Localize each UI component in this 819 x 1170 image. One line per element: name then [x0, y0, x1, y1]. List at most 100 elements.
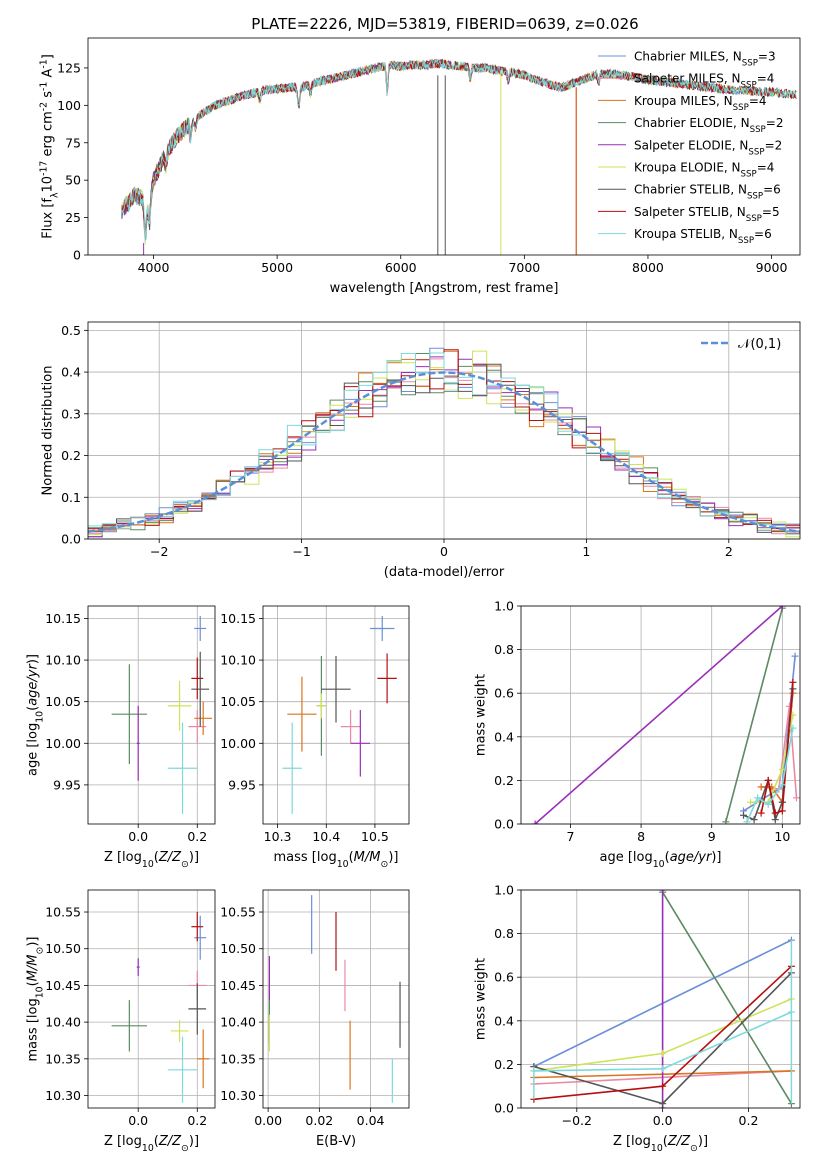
y-tick-label: 100 — [57, 98, 81, 113]
x-axis-label: Z [log10​(Z/Z⊙​)] — [104, 1134, 199, 1154]
y-tick-label: 0.0 — [494, 817, 514, 832]
errorbar-point — [191, 912, 204, 942]
axes-frame — [520, 605, 801, 825]
axes-weight_vs_Z: −0.2 0.0 0.2 0.0 0.2 0.4 0.6 0.8 1.0 Z [log10​(Z/… — [474, 883, 801, 1154]
x-tick-label: 0.2 — [187, 1113, 207, 1128]
errorbar-point — [321, 655, 351, 723]
errorbar-point — [191, 651, 210, 727]
x-tick-label: 0.2 — [739, 1113, 759, 1128]
y-axis-label: mass weight — [474, 674, 489, 756]
x-tick-label: 5000 — [261, 260, 293, 275]
x-tick-label: −0.2 — [562, 1113, 592, 1128]
x-tick-label: 8 — [637, 829, 645, 844]
y-tick-label: 10.30 — [45, 1088, 81, 1103]
errorbar-point — [188, 983, 207, 1035]
weight-marker — [789, 724, 797, 732]
errorbar-point — [194, 915, 207, 960]
legend-label: Chabrier MILES, NSSP​=3 — [634, 50, 776, 69]
y-tick-label: 125 — [57, 60, 81, 75]
weight-marker — [659, 1100, 667, 1108]
axes-age_vs_mass: 10.3 10.4 10.5 9.95 10.00 10.05 10.10 10.15 mass… — [220, 605, 410, 870]
y-axis-label: Normed distribution — [41, 366, 56, 496]
plot-area-weight_vs_age — [531, 606, 800, 824]
weight-marker — [659, 1050, 667, 1057]
x-axis-label: E(B-V) — [316, 1134, 356, 1149]
errorbar-point — [282, 722, 302, 815]
axes-age_vs_Z: 0.0 0.2 9.95 10.00 10.05 10.10 10.15 Z [log10​(… — [26, 605, 216, 870]
x-tick-label: 7000 — [508, 260, 540, 275]
y-tick-label: 25 — [65, 210, 81, 225]
weight-series-line — [725, 607, 784, 823]
weight-marker — [659, 890, 667, 894]
weight-marker — [750, 816, 758, 824]
y-tick-label: 75 — [65, 135, 81, 150]
axes-frame — [262, 889, 410, 1109]
y-tick-label: 10.05 — [220, 694, 256, 709]
y-tick-label: 1.0 — [494, 599, 514, 614]
x-tick-label: 10.5 — [361, 829, 389, 844]
legend-label: Kroupa MILES, NSSP​=4 — [634, 94, 767, 113]
errorbar-point — [136, 958, 140, 976]
plot-area-mass_vs_ebv — [268, 895, 401, 1103]
legend-label: Salpeter STELIB, NSSP​=5 — [634, 205, 780, 224]
errorbar-point — [167, 680, 192, 731]
x-axis-label: age [log10​(age/yr)] — [599, 850, 721, 870]
errorbar-point — [111, 1000, 148, 1052]
y-tick-label: 10.45 — [45, 978, 81, 993]
plot-area-age_vs_mass — [282, 615, 397, 815]
x-tick-label: 8000 — [632, 260, 664, 275]
weight-marker — [757, 783, 765, 791]
errorbar-point — [350, 710, 371, 777]
x-axis-label: Z [log10​(Z/Z⊙​)] — [104, 850, 199, 870]
y-tick-label: 9.95 — [228, 777, 256, 792]
y-tick-label: 10.50 — [220, 941, 256, 956]
y-tick-label: 0.2 — [494, 1057, 514, 1072]
plot-area-mass_vs_Z — [111, 912, 210, 1103]
plot-area-age_vs_Z — [111, 615, 213, 815]
axes-frame — [87, 37, 801, 256]
axes-frame — [87, 321, 801, 540]
y-tick-label: 10.10 — [45, 653, 81, 668]
y-tick-label: 10.55 — [220, 905, 256, 920]
x-tick-label: 0.04 — [357, 1113, 385, 1128]
y-tick-label: 0.6 — [494, 686, 514, 701]
normal-reference-curve — [88, 371, 800, 533]
spectrum-line — [121, 59, 797, 242]
legend: 𝒩(0,1) — [701, 337, 781, 352]
axes-frame — [87, 605, 216, 825]
y-tick-label: 0.1 — [61, 490, 81, 505]
axes-frame — [262, 605, 410, 825]
y-tick-label: 10.00 — [45, 736, 81, 751]
legend: Chabrier MILES, NSSP​=3 Salpeter MILES, N… — [598, 50, 783, 246]
errorbar-point — [316, 693, 327, 719]
y-tick-label: 0.3 — [61, 406, 81, 421]
x-tick-label: 0.00 — [254, 1113, 282, 1128]
errorbar-point — [287, 676, 317, 752]
weight-marker — [778, 807, 786, 815]
weight-marker — [791, 652, 799, 660]
x-axis-label: wavelength [Angstrom, rest frame] — [330, 281, 559, 296]
weight-marker — [778, 606, 786, 610]
weight-marker — [778, 781, 786, 789]
y-tick-label: 0.2 — [61, 448, 81, 463]
x-tick-label: 1 — [582, 544, 590, 559]
axes-mass_vs_Z: 0.0 0.2 10.30 10.35 10.40 10.45 10.50 10.55 Z [l… — [26, 889, 216, 1154]
errorbar-point — [191, 657, 204, 700]
y-tick-label: 10.35 — [220, 1051, 256, 1066]
legend-label: Salpeter MILES, NSSP​=4 — [634, 72, 774, 91]
errorbar-point — [167, 1036, 198, 1103]
y-tick-label: 1.0 — [494, 883, 514, 898]
x-axis-label: Z [log10​(Z/Z⊙​)] — [613, 1134, 708, 1154]
errorbar-point — [340, 710, 361, 744]
weight-marker — [531, 820, 539, 824]
plot-area-weight_vs_Z — [530, 890, 795, 1108]
errorbar-point — [370, 615, 395, 641]
weight-marker — [792, 794, 800, 802]
weight-marker — [659, 1082, 667, 1090]
axes-frame — [87, 889, 216, 1109]
y-tick-label: 10.55 — [45, 905, 81, 920]
x-tick-label: 7 — [566, 829, 574, 844]
errorbar-point — [194, 615, 207, 641]
x-tick-label: 2 — [725, 544, 733, 559]
